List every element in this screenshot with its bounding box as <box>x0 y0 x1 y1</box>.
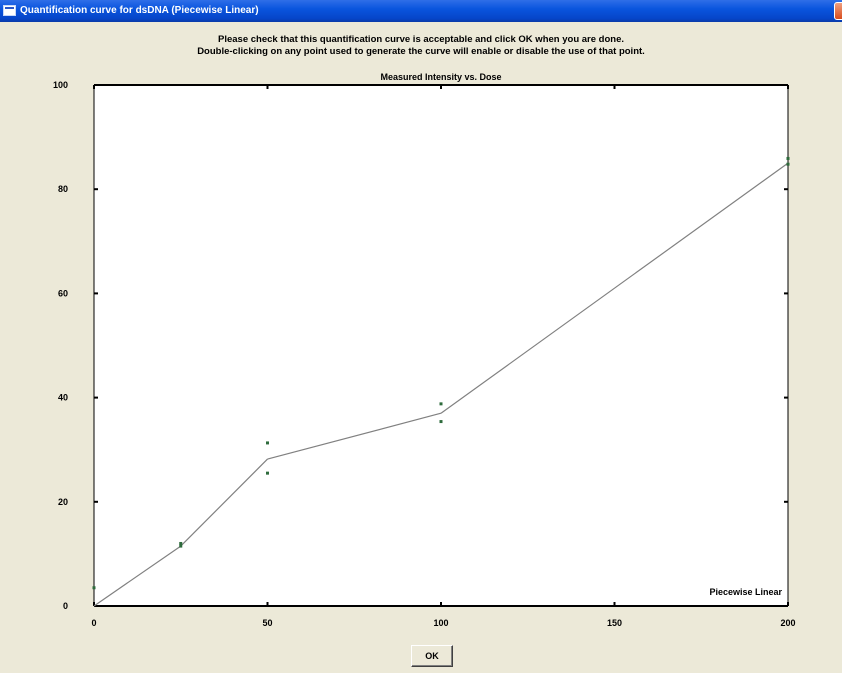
x-tick-label: 150 <box>607 618 622 628</box>
x-tick-label: 50 <box>262 618 272 628</box>
x-tick-label: 0 <box>91 618 96 628</box>
y-tick-label: 0 <box>63 601 68 611</box>
data-point[interactable] <box>266 441 269 445</box>
y-tick-label: 20 <box>58 497 68 507</box>
curve-layer <box>93 162 789 607</box>
data-point[interactable] <box>92 586 96 590</box>
curve-segment <box>440 162 789 414</box>
ok-button[interactable]: OK <box>411 645 453 667</box>
window-titlebar: Quantification curve for dsDNA (Piecewis… <box>0 0 842 22</box>
data-point[interactable] <box>786 162 790 166</box>
x-tick-label: 200 <box>780 618 795 628</box>
points-layer[interactable] <box>92 156 790 590</box>
curve-segment <box>267 412 442 460</box>
curve-type-annotation: Piecewise Linear <box>709 587 782 597</box>
instruction-line-2: Double-clicking on any point used to gen… <box>197 46 645 57</box>
axes-layer: 0 20 40 60 80 100 0 50 100 150 200 <box>53 80 796 628</box>
data-point[interactable] <box>439 402 443 406</box>
y-tick-label: 60 <box>58 288 68 298</box>
data-point[interactable] <box>179 544 183 548</box>
x-tick-label: 100 <box>433 618 448 628</box>
curve-segment <box>180 458 268 547</box>
data-point[interactable] <box>439 420 443 424</box>
app-window-icon <box>3 5 16 16</box>
data-point[interactable] <box>179 541 183 545</box>
y-tick-label: 40 <box>58 393 68 403</box>
y-tick-label: 100 <box>53 80 68 90</box>
curve-segment <box>93 545 182 607</box>
y-tick-label: 80 <box>58 184 68 194</box>
window-title: Quantification curve for dsDNA (Piecewis… <box>20 5 259 16</box>
plot-area <box>94 85 788 606</box>
data-point[interactable] <box>266 471 269 475</box>
instruction-line-1: Please check that this quantification cu… <box>218 34 624 45</box>
data-point[interactable] <box>786 156 790 160</box>
instructions-text: Please check that this quantification cu… <box>0 34 842 58</box>
close-button[interactable] <box>834 2 842 20</box>
chart-title: Measured Intensity vs. Dose <box>380 72 501 82</box>
